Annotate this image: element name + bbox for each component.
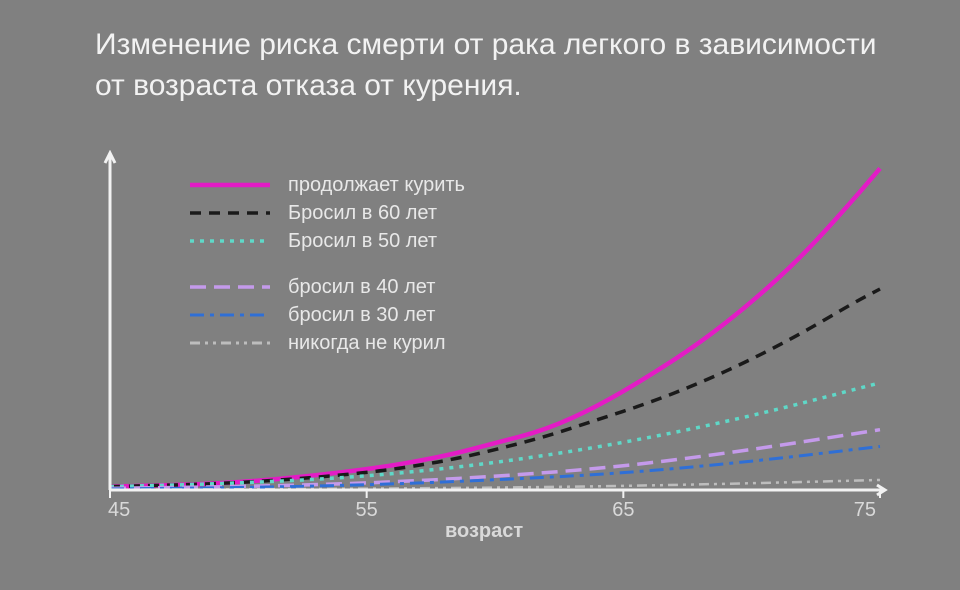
legend-swatch bbox=[190, 175, 270, 195]
legend-swatch bbox=[190, 231, 270, 251]
legend-label: Бросил в 60 лет bbox=[288, 202, 437, 225]
series-line bbox=[110, 383, 880, 487]
legend-item: Бросил в 60 лет bbox=[190, 200, 465, 226]
x-tick-label: 65 bbox=[612, 499, 634, 520]
legend-label: бросил в 40 лет bbox=[288, 276, 435, 299]
series-line bbox=[110, 430, 880, 489]
legend-item: бросил в 40 лет bbox=[190, 274, 465, 300]
legend-label: продолжает курить bbox=[288, 174, 465, 197]
x-tick-label: 55 bbox=[356, 499, 378, 520]
legend-swatch bbox=[190, 333, 270, 353]
legend-label: никогда не курил bbox=[288, 332, 446, 355]
legend-swatch bbox=[190, 277, 270, 297]
legend-item: бросил в 30 лет bbox=[190, 302, 465, 328]
legend-label: бросил в 30 лет bbox=[288, 304, 435, 327]
chart-legend: продолжает курить Бросил в 60 лет Бросил в… bbox=[190, 172, 465, 358]
legend-swatch bbox=[190, 203, 270, 223]
legend-swatch bbox=[190, 305, 270, 325]
legend-item: Бросил в 50 лет bbox=[190, 228, 465, 254]
legend-item: никогда не курил bbox=[190, 330, 465, 356]
legend-label: Бросил в 50 лет bbox=[288, 230, 437, 253]
x-tick-label: 75 bbox=[854, 499, 876, 520]
x-tick-label: 45 bbox=[108, 499, 130, 520]
chart-title: Изменение риска смерти от рака легкого в… bbox=[95, 25, 895, 106]
x-axis-label: возраст bbox=[445, 520, 523, 543]
legend-item: продолжает курить bbox=[190, 172, 465, 198]
